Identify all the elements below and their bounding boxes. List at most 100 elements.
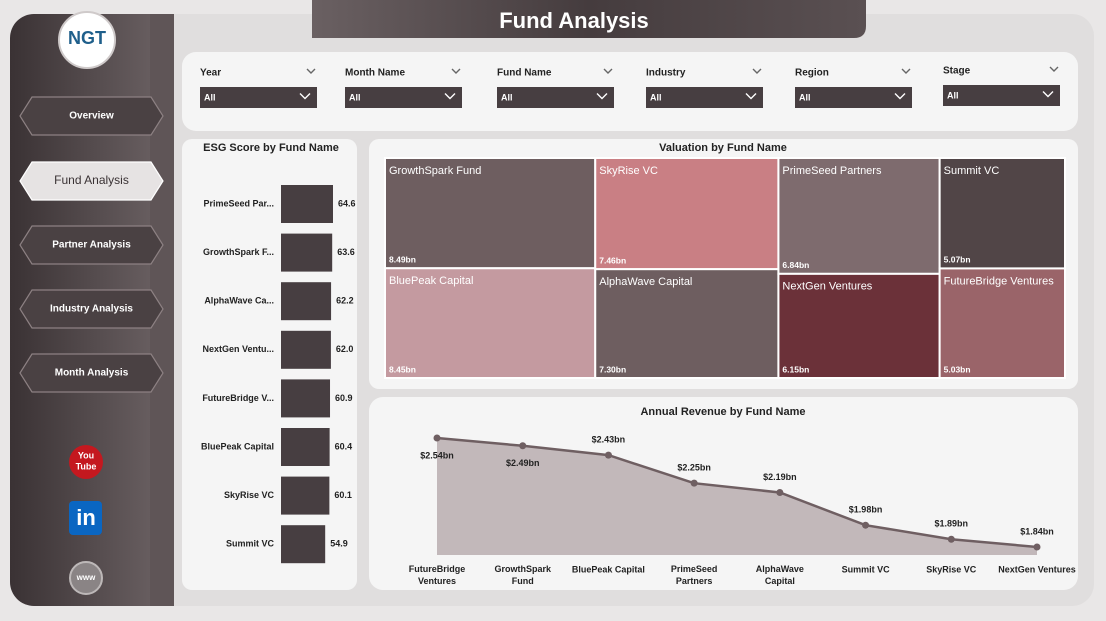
filter-value[interactable]: All [650, 92, 662, 102]
treemap-cell [384, 157, 597, 270]
filter-dropdown[interactable] [795, 87, 912, 108]
bar [281, 525, 326, 564]
treemap-cell [938, 267, 1067, 379]
linkedin-icon[interactable] [69, 501, 102, 535]
filter-dropdown[interactable] [646, 87, 763, 108]
cell-value: 5.03bn [944, 364, 971, 374]
bar [281, 428, 330, 466]
filter-label: Year [200, 68, 221, 79]
bar-label: GrowthSpark F... [203, 247, 274, 257]
filter-value[interactable]: All [501, 92, 513, 102]
value-label: 64.6 [338, 198, 356, 208]
bar-label: PrimeSeed Par... [203, 198, 274, 208]
nav-button[interactable] [19, 289, 164, 329]
cell-value: 7.46bn [599, 255, 626, 265]
value-label: 60.1 [334, 490, 352, 500]
line [436, 436, 1038, 549]
bar-label: BluePeak Capital [201, 441, 274, 451]
filter-label: Stage [943, 66, 971, 77]
point [433, 434, 441, 442]
chart-title: ESG Score by Fund Name [203, 142, 339, 154]
x-tick-label-line: Ventures [418, 576, 456, 586]
bar-label: Summit VC [226, 539, 275, 549]
bar-label: FutureBridge V... [202, 393, 274, 403]
web-icon[interactable] [69, 561, 103, 595]
value-label: $1.98bn [849, 505, 883, 515]
nav-button[interactable] [19, 353, 164, 393]
chevron [745, 93, 757, 100]
x-tick-label: PrimeSeed Partners [671, 564, 718, 586]
cell-value: 8.49bn [389, 255, 416, 265]
point [776, 489, 784, 496]
cell-value: 6.84bn [782, 260, 809, 270]
x-tick-label: SkyRise VC [926, 564, 977, 574]
chevron [1042, 91, 1054, 98]
point [947, 535, 955, 543]
chevron [451, 68, 461, 74]
filter-dropdown[interactable] [943, 85, 1060, 106]
chevron [894, 93, 906, 100]
value-label: $2.25bn [677, 463, 711, 473]
filter-dropdown[interactable] [497, 87, 614, 108]
filter-value[interactable]: All [349, 92, 361, 102]
nav-button[interactable] [19, 161, 164, 201]
nav-button[interactable] [19, 96, 164, 136]
x-tick-label: FutureBridge Ventures [409, 564, 466, 586]
cell-label: Summit VC [944, 165, 1000, 177]
nav-label[interactable]: Overview [69, 111, 114, 122]
filter-label: Region [795, 68, 829, 79]
chevron [1049, 66, 1059, 72]
bar [281, 379, 331, 418]
cell-value: 6.15bn [782, 364, 809, 374]
cell-value: 8.45bn [389, 364, 416, 374]
x-tick-label-line: PrimeSeed [671, 564, 718, 574]
value-label: 63.6 [337, 247, 355, 257]
x-tick-label: AlphaWave Capital [756, 564, 804, 586]
treemap-cell [594, 268, 780, 379]
bar-label: NextGen Ventu... [202, 344, 274, 354]
title-tab [312, 0, 866, 38]
bar [281, 282, 332, 321]
filter-label: Month Name [345, 68, 405, 79]
filter-value[interactable]: All [799, 92, 811, 102]
value-label: 60.9 [335, 393, 353, 403]
cell-label: PrimeSeed Partners [782, 165, 882, 177]
filter-value[interactable]: All [947, 90, 959, 100]
cell-value: 7.30bn [599, 364, 626, 374]
value-label: 54.9 [330, 539, 348, 549]
chevron [752, 68, 762, 74]
cell-label: FutureBridge Ventures [944, 275, 1055, 287]
nav-label[interactable]: Partner Analysis [52, 240, 131, 251]
chart-title: Valuation by Fund Name [659, 142, 787, 154]
nav-label[interactable]: Industry Analysis [50, 304, 133, 315]
x-tick-label-line: Fund [512, 576, 534, 586]
nav-button[interactable] [19, 225, 164, 265]
filter-dropdown[interactable] [200, 87, 317, 108]
filter-label: Fund Name [497, 68, 552, 79]
bar [281, 330, 331, 369]
point [519, 442, 527, 450]
nav-label[interactable]: Month Analysis [55, 368, 129, 379]
x-tick-label: NextGen Ventures [998, 564, 1076, 574]
bar [281, 233, 333, 272]
x-tick-label: BluePeak Capital [572, 564, 645, 574]
cell-label: BluePeak Capital [389, 275, 473, 287]
value-label: 60.4 [335, 441, 353, 451]
cell-label: AlphaWave Capital [599, 276, 692, 288]
youtube-icon[interactable] [69, 445, 103, 479]
filter-dropdown[interactable] [345, 87, 462, 108]
cell-label: NextGen Ventures [782, 281, 872, 293]
chevron [299, 93, 311, 100]
youtube-text: Tube [76, 461, 97, 471]
page-title: Fund Analysis [499, 8, 649, 33]
filter-value[interactable]: All [204, 92, 216, 102]
nav-label[interactable]: Fund Analysis [54, 173, 129, 187]
point [862, 521, 870, 529]
logo [58, 11, 116, 69]
chevron [306, 68, 316, 74]
chevron [901, 68, 911, 74]
cell-label: GrowthSpark Fund [389, 165, 481, 177]
treemap-cell [938, 157, 1067, 270]
x-tick-label-line: Partners [676, 576, 713, 586]
point [1033, 543, 1041, 551]
